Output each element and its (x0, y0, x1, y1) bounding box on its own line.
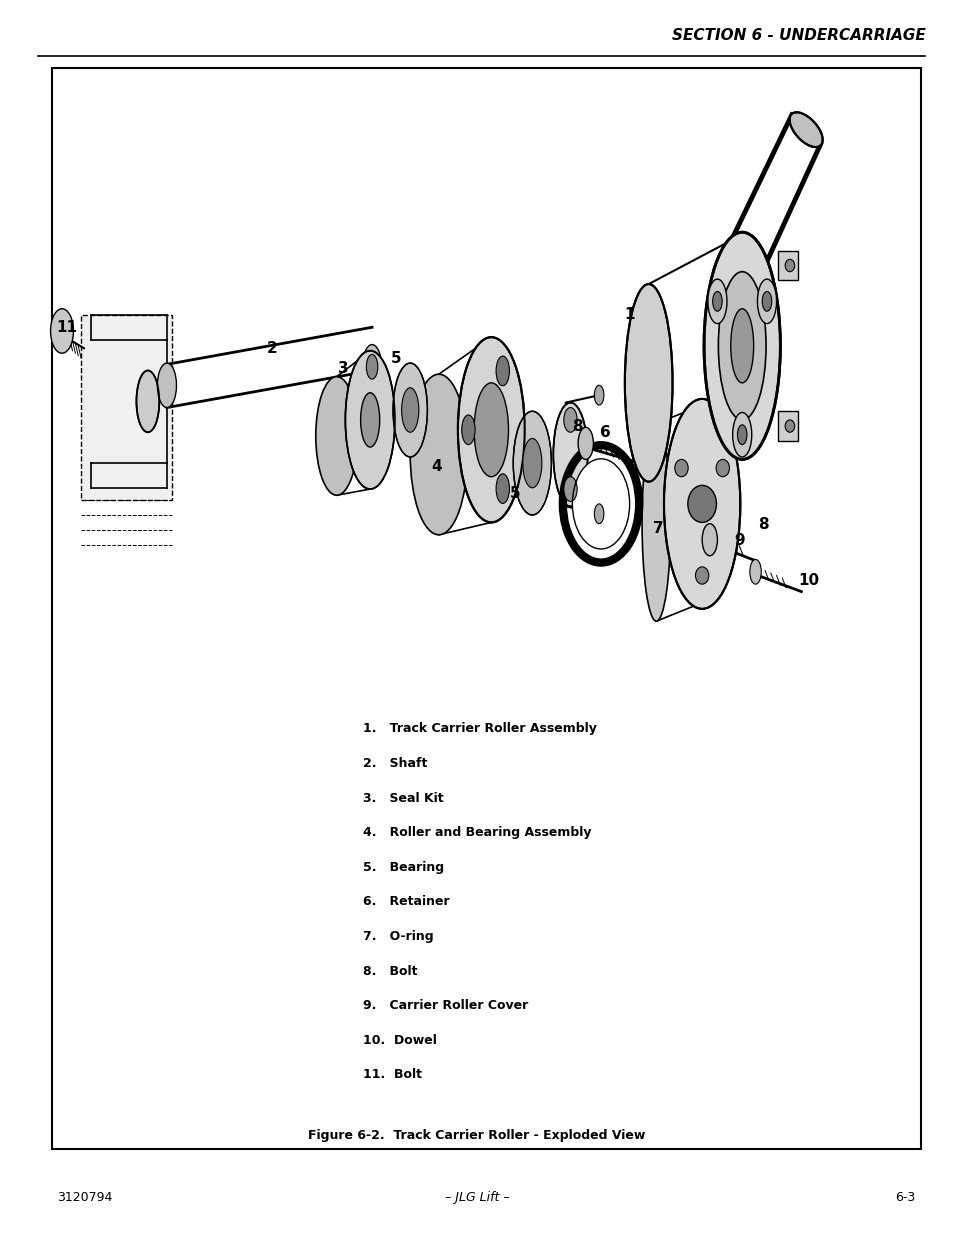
Text: Figure 6-2.  Track Carrier Roller - Exploded View: Figure 6-2. Track Carrier Roller - Explo… (308, 1129, 645, 1142)
Text: 8: 8 (757, 517, 768, 532)
Ellipse shape (789, 112, 821, 147)
Ellipse shape (366, 354, 377, 379)
Ellipse shape (624, 284, 672, 482)
Ellipse shape (360, 393, 379, 447)
Text: 2: 2 (266, 341, 277, 356)
Ellipse shape (687, 485, 716, 522)
Ellipse shape (707, 279, 726, 324)
Ellipse shape (572, 459, 629, 548)
Ellipse shape (410, 374, 467, 535)
Ellipse shape (716, 459, 729, 477)
Ellipse shape (513, 411, 551, 515)
Ellipse shape (553, 403, 587, 506)
Text: 5: 5 (509, 487, 520, 501)
Ellipse shape (718, 272, 765, 420)
Text: 6.   Retainer: 6. Retainer (362, 895, 449, 909)
Ellipse shape (594, 385, 603, 405)
Ellipse shape (362, 345, 381, 389)
Text: – JLG Lift –: – JLG Lift – (444, 1191, 509, 1204)
Text: 8.   Bolt: 8. Bolt (362, 965, 416, 978)
Ellipse shape (496, 356, 509, 385)
Ellipse shape (737, 425, 746, 445)
Ellipse shape (712, 291, 721, 311)
Bar (777, 411, 798, 441)
Ellipse shape (784, 259, 794, 272)
Ellipse shape (345, 351, 395, 489)
Text: 9: 9 (733, 534, 744, 548)
Ellipse shape (136, 370, 159, 432)
Ellipse shape (457, 337, 524, 522)
Text: 6-3: 6-3 (895, 1191, 915, 1204)
Ellipse shape (784, 420, 794, 432)
Ellipse shape (732, 412, 751, 457)
Text: 11: 11 (56, 320, 77, 335)
Bar (777, 251, 798, 280)
Ellipse shape (757, 279, 776, 324)
Ellipse shape (461, 415, 475, 445)
Ellipse shape (51, 309, 73, 353)
Text: 5.   Bearing: 5. Bearing (362, 861, 443, 874)
Bar (81, 315, 172, 500)
Ellipse shape (594, 504, 603, 524)
Text: 10: 10 (798, 573, 819, 588)
Ellipse shape (563, 408, 577, 432)
Text: 4: 4 (431, 459, 442, 474)
Text: 3: 3 (337, 361, 349, 375)
Text: 3.   Seal Kit: 3. Seal Kit (362, 792, 443, 805)
Text: 1: 1 (623, 308, 635, 322)
Ellipse shape (563, 477, 577, 501)
Ellipse shape (522, 438, 541, 488)
Ellipse shape (674, 459, 687, 477)
Text: 11.  Bolt: 11. Bolt (362, 1068, 421, 1082)
Ellipse shape (315, 377, 357, 495)
Text: 3120794: 3120794 (57, 1191, 112, 1204)
Bar (52, 68, 920, 1149)
Text: 7.   O-ring: 7. O-ring (362, 930, 433, 944)
Text: 7: 7 (652, 521, 663, 536)
Text: 8: 8 (571, 419, 582, 433)
Ellipse shape (749, 559, 760, 584)
Text: 5: 5 (390, 351, 401, 366)
Ellipse shape (157, 363, 176, 408)
Ellipse shape (393, 363, 427, 457)
Ellipse shape (474, 383, 508, 477)
Text: 6: 6 (599, 425, 611, 440)
Ellipse shape (695, 567, 708, 584)
Text: 10.  Dowel: 10. Dowel (362, 1034, 436, 1047)
Text: 1.   Track Carrier Roller Assembly: 1. Track Carrier Roller Assembly (362, 722, 596, 736)
Ellipse shape (703, 232, 780, 459)
Ellipse shape (701, 524, 717, 556)
Ellipse shape (663, 399, 740, 609)
Text: 4.   Roller and Bearing Assembly: 4. Roller and Bearing Assembly (362, 826, 591, 840)
Ellipse shape (641, 424, 670, 621)
Text: SECTION 6 - UNDERCARRIAGE: SECTION 6 - UNDERCARRIAGE (671, 28, 924, 43)
Ellipse shape (578, 427, 593, 459)
Ellipse shape (496, 474, 509, 504)
Ellipse shape (761, 291, 771, 311)
Text: 2.   Shaft: 2. Shaft (362, 757, 426, 771)
Text: 9.   Carrier Roller Cover: 9. Carrier Roller Cover (362, 999, 527, 1013)
Ellipse shape (730, 309, 753, 383)
Ellipse shape (401, 388, 418, 432)
